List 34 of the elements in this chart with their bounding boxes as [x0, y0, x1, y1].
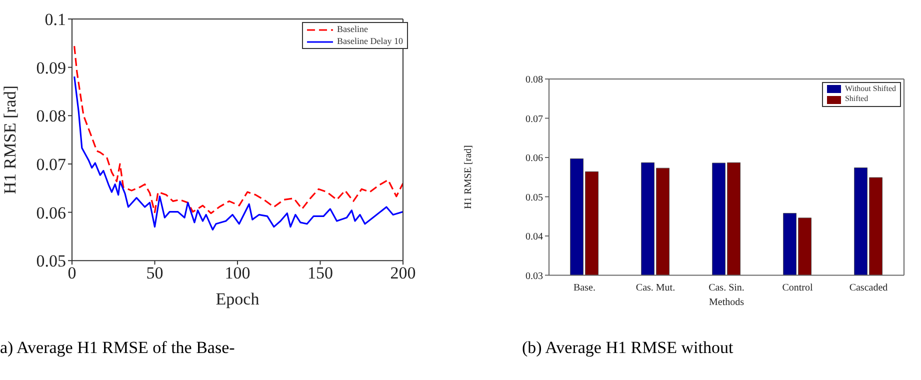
legend-label: Shifted: [844, 94, 868, 105]
x-axis-title: Methods: [709, 297, 744, 308]
x-tick-label: Cascaded: [849, 282, 888, 294]
text: a) Average H1 RMSE of the Base-: [0, 338, 235, 358]
x-tick-label: Base.: [574, 282, 596, 294]
y-tick-label: 0.06: [36, 203, 66, 222]
legend-label: Baseline: [337, 24, 368, 36]
x-tick-label: 150: [308, 264, 333, 283]
x-tick-label: Cas. Sin.: [708, 282, 744, 294]
x-tick-label: 50: [146, 264, 164, 283]
legend-label: Baseline Delay 10: [337, 36, 403, 48]
line-series: [74, 45, 403, 214]
x-tick-label: Control: [782, 282, 813, 294]
x-tick-label: Cas. Mut.: [636, 282, 676, 294]
y-tick-label: 0.03: [526, 270, 543, 282]
line-series: [74, 76, 403, 230]
y-tick-label: 0.07: [526, 114, 543, 125]
x-tick-label: 0: [68, 264, 76, 283]
y-axis-title: H1 RMSE [rad]: [0, 86, 20, 194]
y-tick-label: 0.09: [36, 58, 66, 78]
x-tick-label: 100: [224, 264, 250, 283]
y-tick-label: 0.08: [36, 106, 66, 126]
y-tick-label: 0.06: [526, 153, 543, 164]
y-axis-title: H1 RMSE [rad]: [463, 145, 474, 210]
y-tick-label: 0.07: [36, 155, 66, 174]
y-tick-label: 0.08: [526, 74, 543, 86]
y-tick-label: 0.05: [36, 252, 66, 271]
legend-label: Without Shifted: [844, 84, 896, 94]
y-tick-label: 0.1: [44, 10, 66, 30]
x-axis-title: Epoch: [216, 290, 260, 309]
text: (b) Average H1 RMSE without: [522, 338, 734, 358]
y-tick-label: 0.05: [526, 192, 543, 204]
x-tick-label: 200: [390, 264, 416, 283]
y-tick-label: 0.04: [526, 232, 543, 243]
